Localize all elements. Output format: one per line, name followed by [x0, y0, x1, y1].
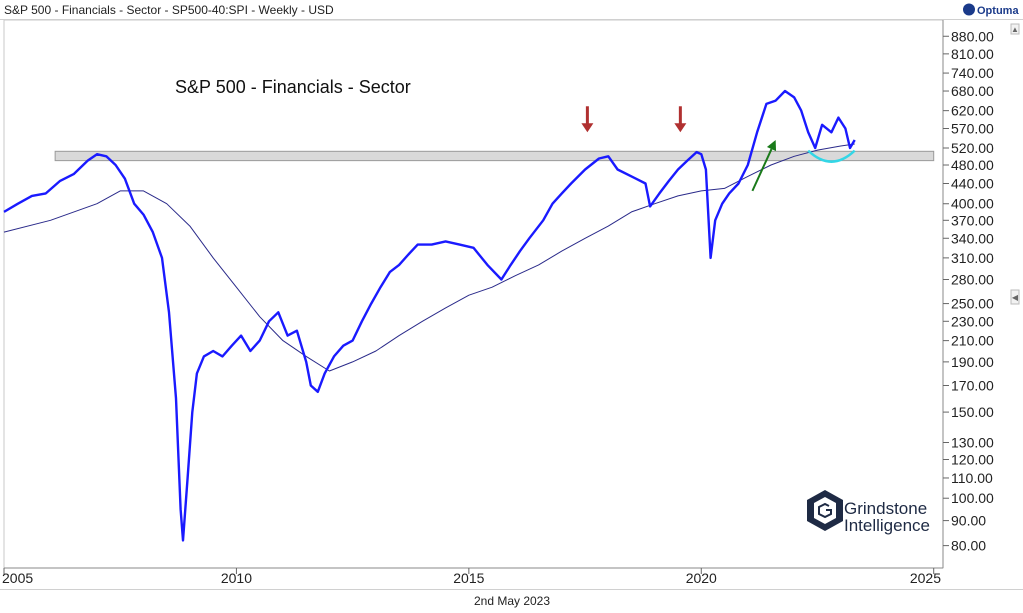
optuma-logo-icon [963, 3, 975, 16]
y-tick-label-22: 110.00 [951, 470, 993, 486]
grindstone-watermark: Grindstone Intelligence [807, 490, 930, 535]
y-tick-label-18: 170.00 [951, 378, 994, 394]
y-tick-label-19: 150.00 [951, 404, 994, 420]
y-tick-label-3: 680.00 [951, 83, 994, 99]
y-tick-label-16: 210.00 [951, 333, 994, 349]
chevron-up-icon: ▲ [1011, 25, 1019, 34]
moving-average-line [3, 143, 855, 372]
y-tick-label-0: 880.00 [951, 28, 994, 44]
scroll-up-control[interactable]: ▲ [1010, 23, 1020, 35]
price-series-line [3, 89, 856, 542]
y-tick-label-15: 230.00 [951, 313, 994, 329]
y-tick-label-25: 80.00 [951, 538, 986, 554]
y-tick-label-5: 570.00 [951, 121, 994, 137]
y-tick-label-13: 280.00 [951, 272, 994, 288]
x-tick-label-3: 2020 [686, 570, 717, 586]
y-tick-label-21: 120.00 [951, 451, 994, 467]
optuma-brand: Optuma [977, 5, 1019, 17]
green-up-arrow [751, 139, 777, 192]
y-tick-label-20: 130.00 [951, 434, 994, 450]
chart-header-title: S&P 500 - Financials - Sector - SP500-40… [4, 3, 334, 17]
y-tick-label-14: 250.00 [951, 296, 994, 312]
y-tick-label-8: 440.00 [951, 175, 994, 191]
y-tick-label-11: 340.00 [951, 230, 994, 246]
y-tick-label-12: 310.00 [951, 250, 994, 266]
optuma-logo: Optuma [963, 3, 1019, 17]
red-down-arrow-2 [674, 106, 687, 133]
x-tick-label-2: 2015 [453, 570, 484, 586]
grindstone-logo-icon [807, 490, 843, 531]
grindstone-logo-g [818, 502, 832, 519]
resistance-band [54, 150, 935, 162]
watermark-line2: Intelligence [844, 516, 930, 535]
watermark-line1: Grindstone [844, 499, 927, 518]
x-tick-label-1: 2010 [221, 570, 252, 586]
y-tick-label-7: 480.00 [951, 157, 994, 173]
red-down-arrow-1 [581, 106, 594, 133]
footer-date: 2nd May 2023 [474, 594, 550, 608]
x-tick-label-0: 2005 [2, 570, 33, 586]
chevron-left-icon: ◀ [1012, 293, 1019, 302]
y-tick-label-4: 620.00 [951, 103, 994, 119]
y-tick-label-1: 810.00 [951, 46, 994, 62]
y-tick-label-2: 740.00 [951, 65, 994, 81]
x-tick-label-4: 2025 [910, 570, 941, 586]
y-tick-label-17: 190.00 [951, 354, 994, 370]
y-tick-label-24: 90.00 [951, 513, 986, 529]
y-tick-label-6: 520.00 [951, 140, 994, 156]
y-tick-label-23: 100.00 [951, 490, 994, 506]
y-tick-label-9: 400.00 [951, 196, 994, 212]
chart-title: S&P 500 - Financials - Sector [175, 77, 411, 97]
y-tick-label-10: 370.00 [951, 212, 994, 228]
highlight-arc [807, 149, 856, 163]
scroll-mid-control[interactable]: ◀ [1010, 289, 1020, 305]
